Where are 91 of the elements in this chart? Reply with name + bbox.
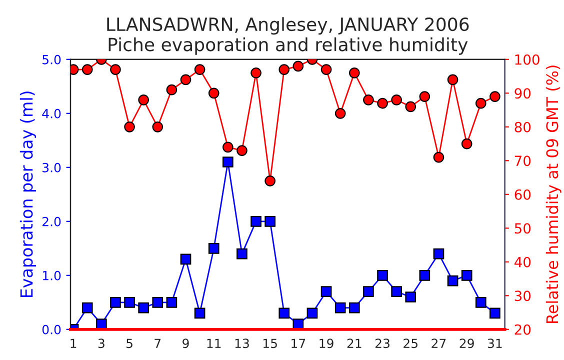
- point: [250, 67, 262, 78]
- y2-tick-label: 40: [514, 256, 531, 268]
- point: [433, 152, 444, 163]
- point: [320, 286, 332, 298]
- y-tick-label: 3.0: [42, 162, 61, 172]
- point: [110, 64, 121, 75]
- y2-tick-label: 100: [515, 54, 540, 65]
- x-tick-label: 25: [404, 338, 418, 348]
- y2-tick-label: 60: [514, 189, 531, 200]
- x-tick-label: 11: [207, 338, 221, 348]
- x-tick-label: 15: [263, 338, 277, 348]
- point: [152, 121, 164, 132]
- point: [363, 286, 374, 298]
- point: [447, 74, 458, 86]
- point: [475, 296, 486, 308]
- point: [166, 296, 178, 308]
- x-tick-label: 7: [154, 338, 161, 348]
- x-tick-label: 23: [375, 338, 390, 348]
- point: [236, 145, 248, 156]
- point: [334, 302, 346, 314]
- x-tick-label: 1: [70, 338, 76, 348]
- point: [490, 91, 500, 102]
- point: [194, 308, 206, 319]
- x-tick-label: 21: [347, 338, 362, 348]
- point: [264, 216, 276, 227]
- x-tick-label: 29: [460, 338, 474, 348]
- y-tick-label: 0.0: [42, 324, 61, 334]
- point: [419, 91, 430, 102]
- y2-tick-label: 30: [514, 290, 531, 302]
- point: [363, 94, 374, 106]
- point: [490, 308, 500, 319]
- x-tick-label: 19: [320, 338, 334, 348]
- x-tick-label: 5: [126, 338, 132, 348]
- point: [236, 248, 248, 260]
- point: [334, 108, 346, 119]
- point: [208, 242, 220, 254]
- point: [180, 74, 192, 86]
- y-tick-label: 5.0: [42, 54, 61, 64]
- chart-title: LLANSADWRN, Anglesey, JANUARY 2006 Piche evaporation and relative humidity: [107, 17, 469, 55]
- point: [391, 286, 402, 298]
- point: [110, 296, 121, 308]
- point: [82, 64, 93, 75]
- point: [292, 60, 304, 72]
- point: [475, 98, 486, 109]
- y-tick-label: 4.0: [42, 108, 61, 118]
- y2-tick-label: 70: [514, 156, 531, 166]
- y2-tick-label: 50: [514, 223, 531, 234]
- point: [96, 318, 107, 330]
- point: [377, 270, 388, 281]
- point: [447, 275, 458, 286]
- x-tick-label: 27: [432, 338, 446, 348]
- point: [138, 302, 149, 314]
- point: [180, 254, 192, 265]
- y-tick-label: 1.0: [42, 270, 61, 280]
- point: [222, 142, 234, 153]
- point: [419, 270, 430, 281]
- y2-tick-label: 20: [514, 324, 531, 335]
- point: [405, 292, 416, 302]
- point: [377, 98, 388, 109]
- point: [320, 64, 332, 75]
- point: [82, 302, 93, 314]
- x-tick-label: 3: [98, 338, 104, 348]
- y-tick-label: 2.0: [42, 216, 61, 226]
- x-tick-label: 9: [182, 338, 189, 348]
- point: [433, 248, 444, 260]
- y2-axis-title: Relative humidity at 09 GMT (%): [546, 66, 562, 323]
- point: [124, 121, 135, 132]
- point: [348, 67, 360, 78]
- y2-tick-label: 90: [514, 88, 531, 99]
- x-tick-label: 17: [292, 338, 306, 348]
- y2-tick-label: 80: [514, 122, 531, 132]
- point: [461, 270, 472, 281]
- point: [348, 302, 360, 314]
- point: [124, 296, 135, 308]
- point: [166, 84, 178, 96]
- point: [250, 216, 262, 227]
- point: [461, 138, 472, 150]
- point: [405, 101, 416, 112]
- point: [138, 94, 149, 106]
- x-tick-label: 13: [235, 338, 249, 348]
- point: [306, 308, 318, 319]
- point: [152, 296, 164, 308]
- point: [391, 94, 402, 106]
- point: [222, 156, 234, 168]
- point: [194, 64, 206, 75]
- y-axis-title: Evaporation per day (ml): [20, 92, 36, 298]
- point: [278, 308, 290, 319]
- point: [278, 64, 290, 75]
- point: [264, 175, 276, 186]
- point: [208, 88, 220, 99]
- x-tick-label: 31: [488, 338, 502, 348]
